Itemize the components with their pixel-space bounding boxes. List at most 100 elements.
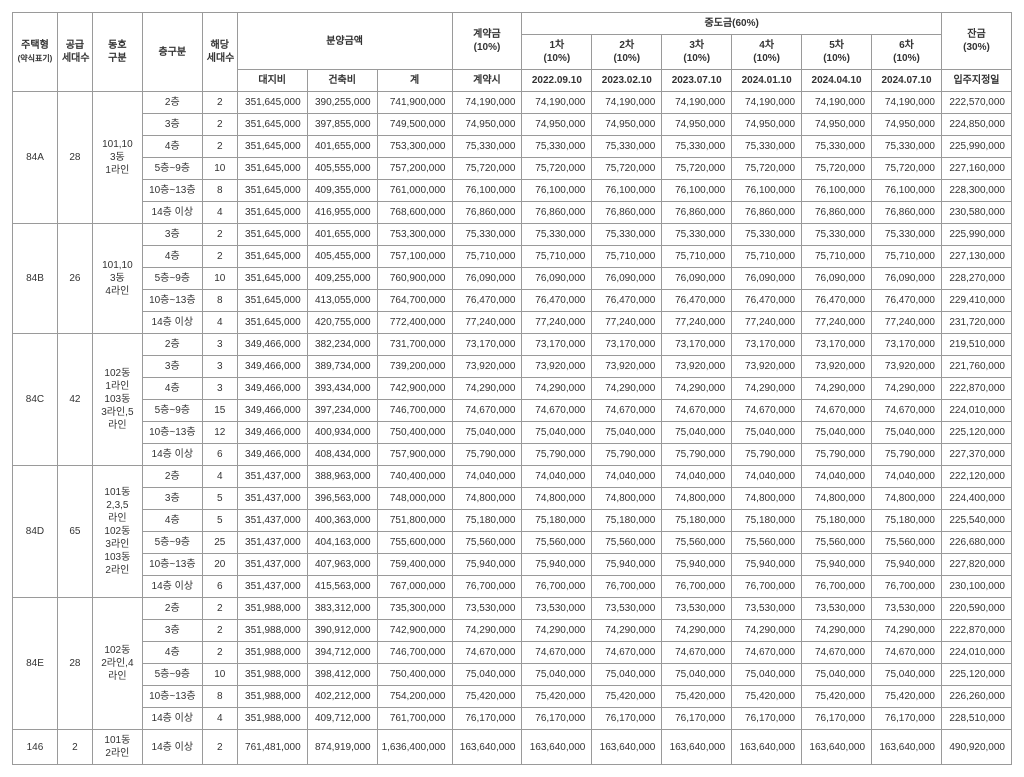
th-floor: 층구분: [142, 13, 202, 92]
th-price: 분양금액: [237, 13, 452, 70]
cell-final: 225,990,000: [941, 136, 1011, 158]
cell-mid5: 74,190,000: [802, 92, 872, 114]
cell-mid3: 76,090,000: [662, 268, 732, 290]
cell-sum: 746,700,000: [377, 400, 452, 422]
cell-final: 224,010,000: [941, 642, 1011, 664]
cell-mid3: 76,470,000: [662, 290, 732, 312]
cell-supply: 2: [57, 730, 92, 765]
cell-floor: 4층: [142, 246, 202, 268]
cell-mid3: 75,560,000: [662, 532, 732, 554]
cell-final: 226,260,000: [941, 686, 1011, 708]
cell-build: 409,355,000: [307, 180, 377, 202]
cell-mid5: 163,640,000: [802, 730, 872, 765]
cell-mid3: 75,040,000: [662, 664, 732, 686]
cell-mid1: 75,040,000: [522, 422, 592, 444]
cell-mid6: 75,180,000: [872, 510, 942, 532]
th-final: 잔금(30%): [941, 13, 1011, 70]
cell-mid4: 75,420,000: [732, 686, 802, 708]
cell-mid6: 74,290,000: [872, 620, 942, 642]
cell-mid3: 77,240,000: [662, 312, 732, 334]
cell-mid6: 75,330,000: [872, 136, 942, 158]
cell-deposit: 73,530,000: [452, 598, 522, 620]
cell-floor: 5층~9층: [142, 532, 202, 554]
cell-sum: 757,200,000: [377, 158, 452, 180]
cell-deposit: 76,100,000: [452, 180, 522, 202]
table-row: 4층2351,645,000405,455,000757,100,00075,7…: [13, 246, 1012, 268]
cell-sum: 755,600,000: [377, 532, 452, 554]
cell-build: 400,934,000: [307, 422, 377, 444]
cell-final: 220,590,000: [941, 598, 1011, 620]
table-row: 84C42102동1라인103동3라인,5라인2층3349,466,000382…: [13, 334, 1012, 356]
cell-land: 351,437,000: [237, 532, 307, 554]
cell-floor: 5층~9층: [142, 400, 202, 422]
cell-mid1: 74,670,000: [522, 642, 592, 664]
cell-final: 230,100,000: [941, 576, 1011, 598]
cell-land: 351,988,000: [237, 642, 307, 664]
cell-sum: 759,400,000: [377, 554, 452, 576]
th-mid: 중도금(60%): [522, 13, 942, 35]
cell-mid6: 74,950,000: [872, 114, 942, 136]
cell-deposit: 76,170,000: [452, 708, 522, 730]
table-row: 14층 이상4351,645,000416,955,000768,600,000…: [13, 202, 1012, 224]
cell-hcount: 6: [202, 444, 237, 466]
cell-deposit: 75,720,000: [452, 158, 522, 180]
cell-mid1: 75,040,000: [522, 664, 592, 686]
cell-mid6: 163,640,000: [872, 730, 942, 765]
cell-mid5: 75,710,000: [802, 246, 872, 268]
cell-floor: 4층: [142, 642, 202, 664]
cell-hcount: 2: [202, 730, 237, 765]
table-row: 3층5351,437,000396,563,000748,000,00074,8…: [13, 488, 1012, 510]
cell-deposit: 74,190,000: [452, 92, 522, 114]
cell-mid3: 76,700,000: [662, 576, 732, 598]
cell-sum: 740,400,000: [377, 466, 452, 488]
th-mid2: 2차(10%): [592, 35, 662, 70]
cell-mid5: 76,170,000: [802, 708, 872, 730]
cell-mid3: 75,180,000: [662, 510, 732, 532]
table-row: 4층5351,437,000400,363,000751,800,00075,1…: [13, 510, 1012, 532]
cell-mid1: 73,530,000: [522, 598, 592, 620]
cell-mid2: 76,700,000: [592, 576, 662, 598]
cell-mid2: 76,860,000: [592, 202, 662, 224]
cell-build: 400,363,000: [307, 510, 377, 532]
cell-supply: 65: [57, 466, 92, 598]
cell-build: 416,955,000: [307, 202, 377, 224]
cell-hcount: 25: [202, 532, 237, 554]
cell-mid1: 74,670,000: [522, 400, 592, 422]
cell-build: 409,712,000: [307, 708, 377, 730]
cell-mid3: 74,670,000: [662, 642, 732, 664]
cell-mid6: 76,090,000: [872, 268, 942, 290]
cell-mid5: 75,330,000: [802, 224, 872, 246]
cell-deposit: 74,800,000: [452, 488, 522, 510]
table-row: 1462101동2라인14층 이상2761,481,000874,919,000…: [13, 730, 1012, 765]
cell-hcount: 6: [202, 576, 237, 598]
cell-supply: 42: [57, 334, 92, 466]
cell-mid3: 73,170,000: [662, 334, 732, 356]
cell-mid1: 75,420,000: [522, 686, 592, 708]
cell-mid4: 73,530,000: [732, 598, 802, 620]
cell-final: 224,400,000: [941, 488, 1011, 510]
cell-floor: 4층: [142, 510, 202, 532]
cell-hcount: 2: [202, 642, 237, 664]
cell-mid5: 76,100,000: [802, 180, 872, 202]
cell-final: 227,160,000: [941, 158, 1011, 180]
th-mid1-date: 2022.09.10: [522, 70, 592, 92]
cell-mid4: 75,180,000: [732, 510, 802, 532]
cell-mid5: 74,950,000: [802, 114, 872, 136]
cell-mid2: 77,240,000: [592, 312, 662, 334]
cell-mid6: 74,290,000: [872, 378, 942, 400]
cell-deposit: 77,240,000: [452, 312, 522, 334]
cell-mid3: 73,920,000: [662, 356, 732, 378]
cell-land: 351,645,000: [237, 114, 307, 136]
cell-floor: 4층: [142, 378, 202, 400]
table-row: 10층~13층12349,466,000400,934,000750,400,0…: [13, 422, 1012, 444]
cell-supply: 28: [57, 92, 92, 224]
cell-mid4: 76,470,000: [732, 290, 802, 312]
cell-build: 420,755,000: [307, 312, 377, 334]
cell-mid2: 76,100,000: [592, 180, 662, 202]
table-row: 5층~9층25351,437,000404,163,000755,600,000…: [13, 532, 1012, 554]
cell-final: 225,540,000: [941, 510, 1011, 532]
cell-mid1: 75,710,000: [522, 246, 592, 268]
th-final-when: 입주지정일: [941, 70, 1011, 92]
th-type-label: 주택형: [21, 40, 49, 51]
cell-sum: 749,500,000: [377, 114, 452, 136]
